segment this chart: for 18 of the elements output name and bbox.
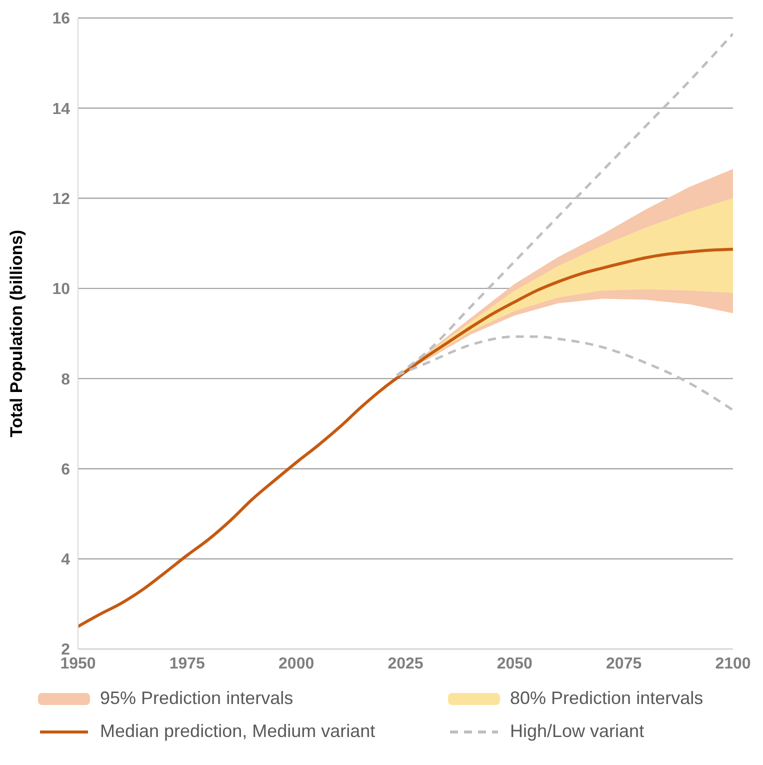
- x-tick-label: 2025: [388, 655, 424, 672]
- y-tick-label: 16: [52, 10, 70, 28]
- legend-label: Median prediction, Medium variant: [100, 721, 376, 742]
- y-tick-label: 12: [52, 190, 70, 208]
- y-tick-label: 8: [61, 371, 70, 388]
- y-tick-label: 6: [61, 461, 70, 478]
- y-tick-label: 4: [61, 552, 70, 569]
- y-tick-label: 10: [52, 281, 70, 298]
- x-tick-label: 2075: [606, 655, 642, 672]
- x-tick-label: 2100: [715, 655, 751, 672]
- x-tick-label: 2050: [496, 655, 533, 672]
- legend-label: High/Low variant: [510, 721, 644, 742]
- x-tick-label: 1975: [169, 655, 206, 672]
- legend-label: 80% Prediction intervals: [510, 688, 704, 709]
- x-tick-label: 2000: [278, 655, 314, 672]
- legend-label: 95% Prediction intervals: [100, 688, 294, 709]
- y-axis-title: Total Population (billions): [7, 230, 26, 438]
- y-tick-label: 14: [52, 100, 70, 118]
